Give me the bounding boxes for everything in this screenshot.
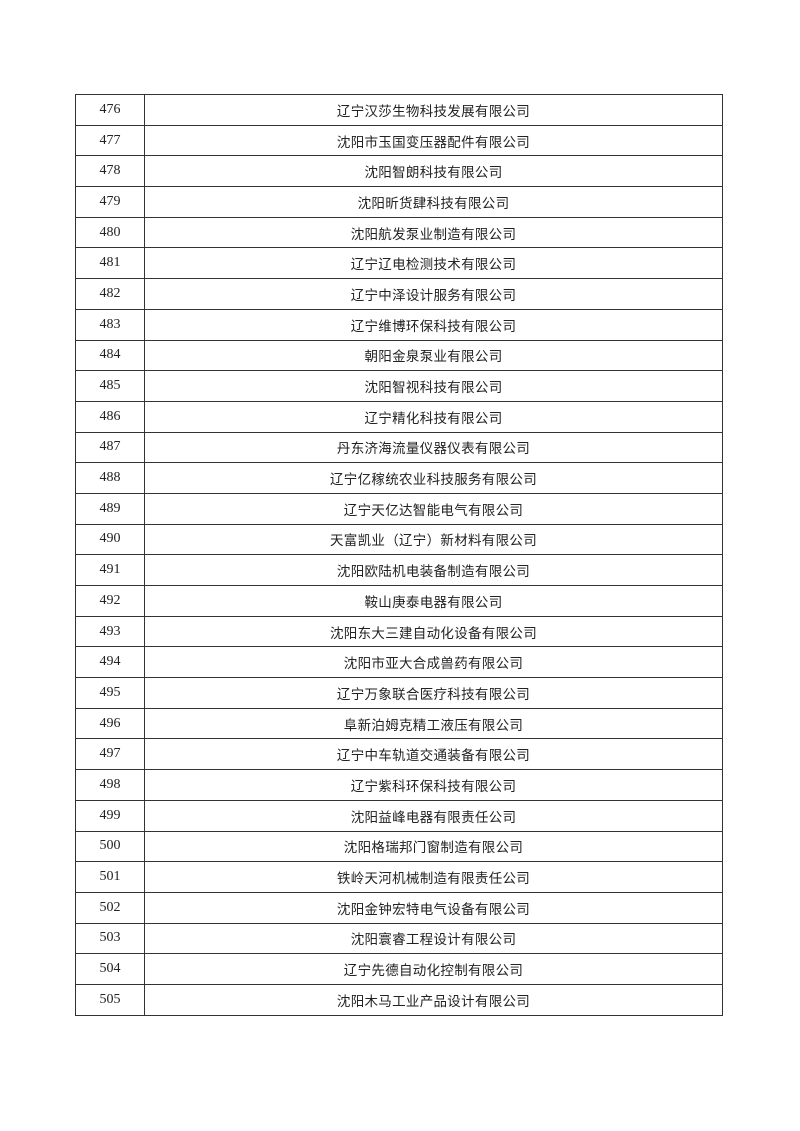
row-number: 503 xyxy=(75,922,145,955)
table-row: 497 辽宁中车轨道交通装备有限公司 xyxy=(75,738,723,771)
row-number: 497 xyxy=(75,738,145,771)
table-row: 479 沈阳昕货肆科技有限公司 xyxy=(75,186,723,218)
table-row: 504 辽宁先德自动化控制有限公司 xyxy=(75,953,723,985)
company-name: 沈阳金钟宏特电气设备有限公司 xyxy=(144,891,723,924)
row-number: 505 xyxy=(75,983,145,1016)
company-name: 沈阳智朗科技有限公司 xyxy=(144,155,723,188)
table-row: 484 朝阳金泉泵业有限公司 xyxy=(75,339,723,372)
row-number: 496 xyxy=(75,707,145,740)
row-number: 484 xyxy=(75,339,145,372)
company-name: 沈阳格瑞邦门窗制造有限公司 xyxy=(144,830,723,863)
row-number: 498 xyxy=(75,769,145,801)
row-number: 501 xyxy=(75,861,145,893)
company-name: 丹东济海流量仪器仪表有限公司 xyxy=(144,431,723,464)
company-name: 沈阳昕货肆科技有限公司 xyxy=(144,186,723,218)
row-number: 491 xyxy=(75,554,145,586)
company-name: 沈阳木马工业产品设计有限公司 xyxy=(144,983,723,1016)
company-name: 沈阳益峰电器有限责任公司 xyxy=(144,799,723,832)
row-number: 502 xyxy=(75,891,145,924)
table-row: 499 沈阳益峰电器有限责任公司 xyxy=(75,799,723,832)
table-row: 493 沈阳东大三建自动化设备有限公司 xyxy=(75,615,723,648)
row-number: 488 xyxy=(75,462,145,494)
table-row: 490 天富凯业（辽宁）新材料有限公司 xyxy=(75,523,723,556)
company-name: 朝阳金泉泵业有限公司 xyxy=(144,339,723,372)
company-name: 阜新泊姆克精工液压有限公司 xyxy=(144,707,723,740)
row-number: 480 xyxy=(75,216,145,249)
row-number: 487 xyxy=(75,431,145,464)
table-row: 498 辽宁紫科环保科技有限公司 xyxy=(75,769,723,801)
row-number: 490 xyxy=(75,523,145,556)
company-name: 沈阳智视科技有限公司 xyxy=(144,370,723,402)
row-number: 493 xyxy=(75,615,145,648)
table-row: 477 沈阳市玉国变压器配件有限公司 xyxy=(75,124,723,157)
company-name: 辽宁汉莎生物科技发展有限公司 xyxy=(144,94,723,126)
company-name: 沈阳欧陆机电装备制造有限公司 xyxy=(144,554,723,586)
row-number: 479 xyxy=(75,186,145,218)
table-row: 491 沈阳欧陆机电装备制造有限公司 xyxy=(75,554,723,586)
table-row: 482 辽宁中泽设计服务有限公司 xyxy=(75,278,723,310)
table-row: 485 沈阳智视科技有限公司 xyxy=(75,370,723,402)
table-row: 494 沈阳市亚大合成兽药有限公司 xyxy=(75,646,723,679)
company-name: 辽宁天亿达智能电气有限公司 xyxy=(144,492,723,525)
company-name: 铁岭天河机械制造有限责任公司 xyxy=(144,861,723,893)
row-number: 476 xyxy=(75,94,145,126)
row-number: 482 xyxy=(75,278,145,310)
row-number: 477 xyxy=(75,124,145,157)
table-row: 489 辽宁天亿达智能电气有限公司 xyxy=(75,492,723,525)
table-row: 503 沈阳寰睿工程设计有限公司 xyxy=(75,922,723,955)
table-row: 502 沈阳金钟宏特电气设备有限公司 xyxy=(75,891,723,924)
row-number: 481 xyxy=(75,247,145,280)
row-number: 489 xyxy=(75,492,145,525)
row-number: 499 xyxy=(75,799,145,832)
table-row: 486 辽宁精化科技有限公司 xyxy=(75,400,723,433)
table-row: 487 丹东济海流量仪器仪表有限公司 xyxy=(75,431,723,464)
company-name: 辽宁先德自动化控制有限公司 xyxy=(144,953,723,985)
table-row: 500 沈阳格瑞邦门窗制造有限公司 xyxy=(75,830,723,863)
company-name: 鞍山庚泰电器有限公司 xyxy=(144,585,723,617)
company-name: 辽宁维博环保科技有限公司 xyxy=(144,308,723,341)
table-row: 480 沈阳航发泵业制造有限公司 xyxy=(75,216,723,249)
row-number: 492 xyxy=(75,585,145,617)
table-row: 476 辽宁汉莎生物科技发展有限公司 xyxy=(75,94,723,126)
company-name: 辽宁万象联合医疗科技有限公司 xyxy=(144,677,723,709)
row-number: 485 xyxy=(75,370,145,402)
company-name: 天富凯业（辽宁）新材料有限公司 xyxy=(144,523,723,556)
company-name: 沈阳寰睿工程设计有限公司 xyxy=(144,922,723,955)
table-row: 492 鞍山庚泰电器有限公司 xyxy=(75,585,723,617)
company-name: 辽宁亿稼统农业科技服务有限公司 xyxy=(144,462,723,494)
table-row: 505 沈阳木马工业产品设计有限公司 xyxy=(75,983,723,1016)
row-number: 486 xyxy=(75,400,145,433)
row-number: 504 xyxy=(75,953,145,985)
company-name: 辽宁辽电检测技术有限公司 xyxy=(144,247,723,280)
company-name: 沈阳市玉国变压器配件有限公司 xyxy=(144,124,723,157)
row-number: 483 xyxy=(75,308,145,341)
company-name: 辽宁紫科环保科技有限公司 xyxy=(144,769,723,801)
table-row: 501 铁岭天河机械制造有限责任公司 xyxy=(75,861,723,893)
table-row: 488 辽宁亿稼统农业科技服务有限公司 xyxy=(75,462,723,494)
company-name: 沈阳航发泵业制造有限公司 xyxy=(144,216,723,249)
row-number: 495 xyxy=(75,677,145,709)
table-row: 481 辽宁辽电检测技术有限公司 xyxy=(75,247,723,280)
table-row: 478 沈阳智朗科技有限公司 xyxy=(75,155,723,188)
table-row: 495 辽宁万象联合医疗科技有限公司 xyxy=(75,677,723,709)
row-number: 500 xyxy=(75,830,145,863)
table-row: 496 阜新泊姆克精工液压有限公司 xyxy=(75,707,723,740)
table-row: 483 辽宁维博环保科技有限公司 xyxy=(75,308,723,341)
company-list-table: 476 辽宁汉莎生物科技发展有限公司 477 沈阳市玉国变压器配件有限公司 478 沈阳智… xyxy=(75,94,723,1016)
company-name: 辽宁中泽设计服务有限公司 xyxy=(144,278,723,310)
row-number: 478 xyxy=(75,155,145,188)
company-name: 辽宁中车轨道交通装备有限公司 xyxy=(144,738,723,771)
company-name: 辽宁精化科技有限公司 xyxy=(144,400,723,433)
company-name: 沈阳东大三建自动化设备有限公司 xyxy=(144,615,723,648)
table-body: 476 辽宁汉莎生物科技发展有限公司 477 沈阳市玉国变压器配件有限公司 478 沈阳智… xyxy=(75,94,723,1016)
company-name: 沈阳市亚大合成兽药有限公司 xyxy=(144,646,723,679)
row-number: 494 xyxy=(75,646,145,679)
